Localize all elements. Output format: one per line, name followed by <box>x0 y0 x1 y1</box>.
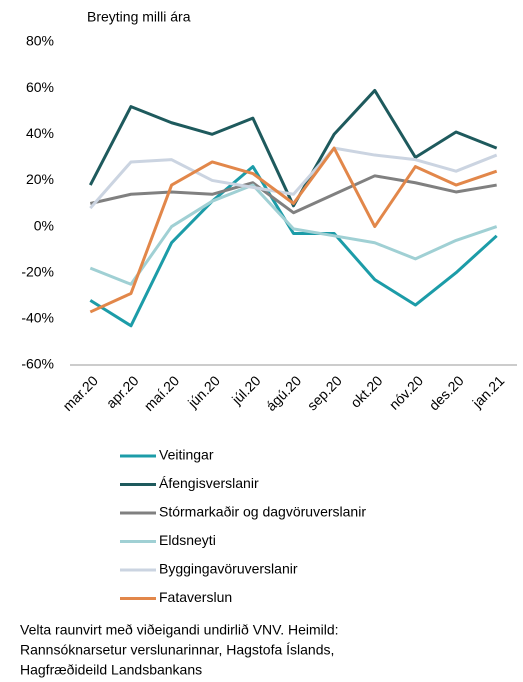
x-tick-label: ágú.20 <box>263 372 305 414</box>
series-line <box>88 88 498 208</box>
y-tick-label: 40% <box>26 125 54 141</box>
y-axis-label: Breyting milli ára <box>87 9 191 25</box>
x-tick-label: júl.20 <box>228 372 264 408</box>
y-tick-label: -40% <box>21 310 54 326</box>
series-line <box>89 146 498 314</box>
x-tick-label: des.20 <box>426 372 467 413</box>
y-tick-label: 0% <box>34 217 54 233</box>
x-tick-label: jan.21 <box>468 372 507 411</box>
y-tick-label: -60% <box>21 356 54 372</box>
x-tick-label: maí.20 <box>141 372 183 414</box>
y-tick-label: 20% <box>26 171 54 187</box>
series-line <box>89 183 498 286</box>
series-line <box>89 174 497 215</box>
series-line <box>89 146 498 210</box>
note: Hagfræðideild Landsbankans <box>20 662 202 678</box>
legend-label: Fataverslun <box>159 589 232 605</box>
x-tick-label: mar.20 <box>59 372 101 414</box>
y-tick-label: 80% <box>26 33 54 49</box>
x-tick-label: okt.20 <box>347 372 385 410</box>
legend-label: Stórmarkaðir og dagvöruverslanir <box>159 504 366 520</box>
legend-label: Áfengisverslanir <box>159 475 259 491</box>
note: Rannsóknarsetur verslunarinnar, Hagstofa… <box>20 642 334 658</box>
x-tick-label: apr.20 <box>103 372 142 411</box>
legend-label: Byggingavöruverslanir <box>159 561 298 577</box>
x-tick-label: sep.20 <box>304 372 345 413</box>
legend-label: Veitingar <box>159 447 214 463</box>
y-tick-label: 60% <box>26 79 54 95</box>
note: Velta raunvirt með viðeigandi undirlið V… <box>20 622 339 638</box>
x-tick-label: jún.20 <box>184 372 223 411</box>
y-tick-label: -20% <box>21 263 54 279</box>
legend-label: Eldsneyti <box>159 532 216 548</box>
x-tick-label: nóv.20 <box>386 372 426 412</box>
series-line <box>89 165 498 328</box>
